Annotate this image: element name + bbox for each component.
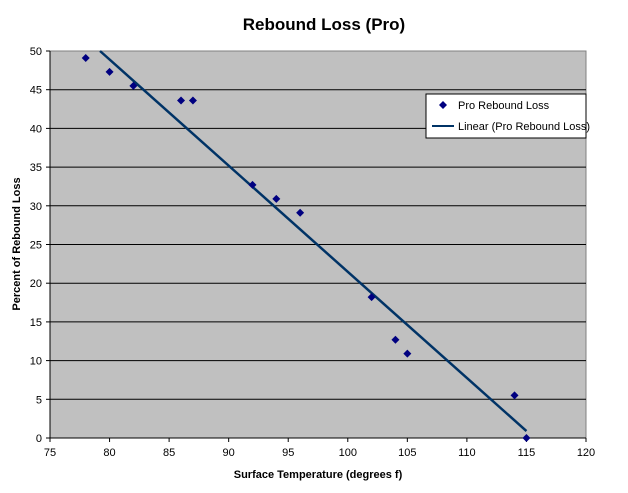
data-point [105, 67, 114, 76]
trendline [99, 50, 528, 432]
legend: Pro Rebound Loss Linear (Pro Rebound Los… [425, 93, 590, 139]
y-tick-label: 10 [30, 356, 42, 368]
data-point [522, 434, 531, 442]
x-tick-label: 75 [44, 447, 56, 459]
y-tick-label: 25 [30, 240, 42, 252]
data-point [129, 81, 138, 90]
x-axis-label: Surface Temperature (degrees f) [234, 469, 403, 481]
x-tick-label: 85 [163, 447, 175, 459]
x-tick-label: 100 [339, 447, 357, 459]
data-point [81, 53, 90, 62]
data-point [391, 335, 400, 344]
y-tick-label: 30 [30, 201, 42, 213]
y-tick-label: 15 [30, 317, 42, 329]
data-point [403, 349, 412, 358]
y-tick-label: 0 [36, 433, 42, 445]
y-tick-label: 40 [30, 123, 42, 135]
y-tick-label: 45 [30, 85, 42, 97]
legend-marker-icon [439, 101, 447, 109]
x-tick-label: 80 [103, 447, 115, 459]
x-tick-label: 90 [223, 447, 235, 459]
data-point [248, 180, 257, 189]
data-point [296, 208, 305, 217]
x-tick-label: 120 [577, 447, 595, 459]
data-point [272, 194, 281, 203]
x-tick-label: 110 [458, 447, 476, 459]
legend-entry-points: Pro Rebound Loss [458, 100, 550, 112]
chart-title: Rebound Loss (Pro) [243, 15, 405, 34]
y-tick-label: 20 [30, 278, 42, 290]
x-tick-label: 95 [282, 447, 294, 459]
y-tick-label: 5 [36, 394, 42, 406]
x-tick-label: 105 [398, 447, 416, 459]
data-point [367, 293, 376, 302]
y-axis-label: Percent of Rebound Loss [11, 177, 23, 310]
x-tick-label: 115 [518, 447, 536, 459]
legend-entry-trendline: Linear (Pro Rebound Loss) [458, 121, 590, 133]
y-tick-label: 50 [30, 46, 42, 58]
data-point [510, 391, 519, 400]
y-tick-label: 35 [30, 162, 42, 174]
data-point [188, 96, 197, 105]
data-point [177, 96, 186, 105]
